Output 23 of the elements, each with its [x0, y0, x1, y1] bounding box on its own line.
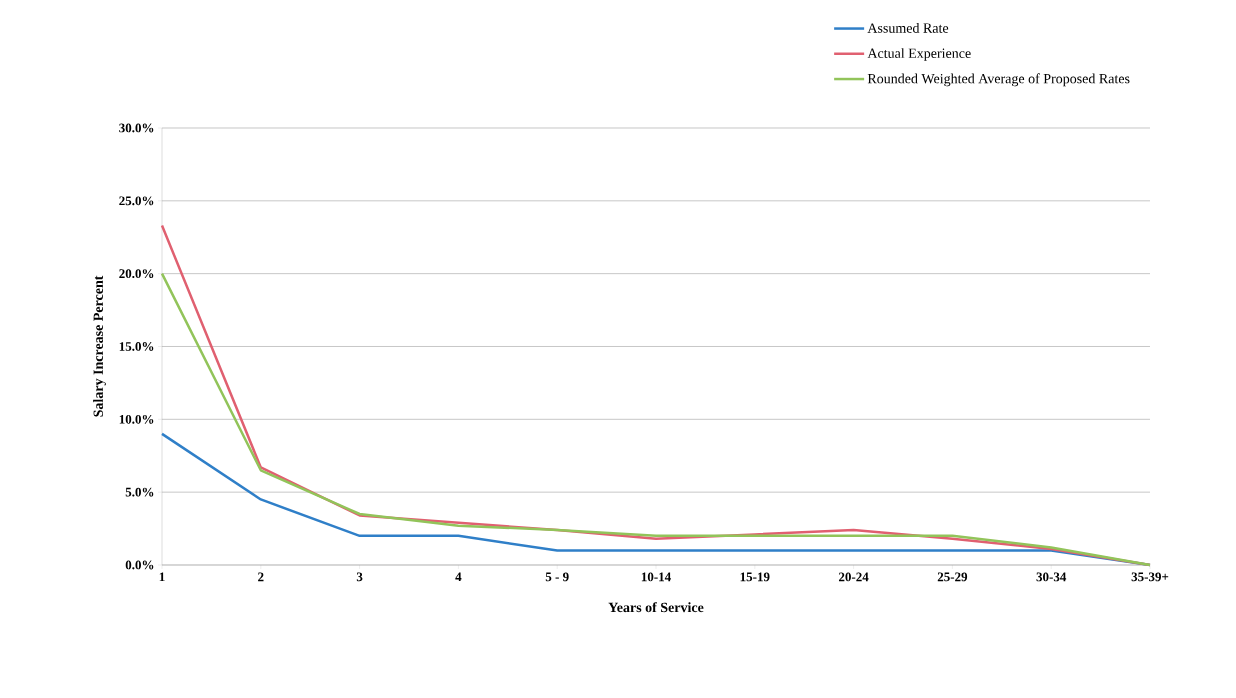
y-tick-label: 30.0% — [119, 123, 154, 133]
y-tick-label: 5.0% — [125, 487, 154, 497]
y-tick-label: 10.0% — [119, 414, 154, 424]
legend-label: Actual Experience — [867, 48, 971, 61]
legend-label: Rounded Weighted Average of Proposed Rates — [867, 73, 1130, 87]
x-tick-label: 4 — [455, 572, 462, 582]
legend-label: Assumed Rate — [867, 22, 949, 33]
x-tick-label: 1 — [159, 572, 165, 582]
x-tick-label: 10-14 — [641, 572, 671, 582]
y-tick-label: 20.0% — [119, 269, 154, 279]
y-tick-label: 15.0% — [119, 342, 154, 351]
x-tick-label: 5 - 9 — [545, 572, 569, 582]
x-tick-label: 20-24 — [838, 572, 869, 582]
y-tick-label: 25.0% — [119, 196, 154, 206]
x-tick-label: 35-39+ — [1131, 572, 1169, 582]
x-tick-label: 3 — [356, 572, 363, 582]
x-tick-label: 30-34 — [1036, 572, 1067, 582]
x-tick-label: 2 — [258, 572, 264, 582]
x-axis-title: Years of Service — [608, 602, 704, 613]
y-axis-title: Salary Increase Percent — [93, 275, 106, 417]
y-tick-label: 0.0% — [125, 560, 154, 570]
x-tick-label: 15-19 — [740, 572, 770, 582]
x-tick-label: 25-29 — [937, 572, 968, 582]
